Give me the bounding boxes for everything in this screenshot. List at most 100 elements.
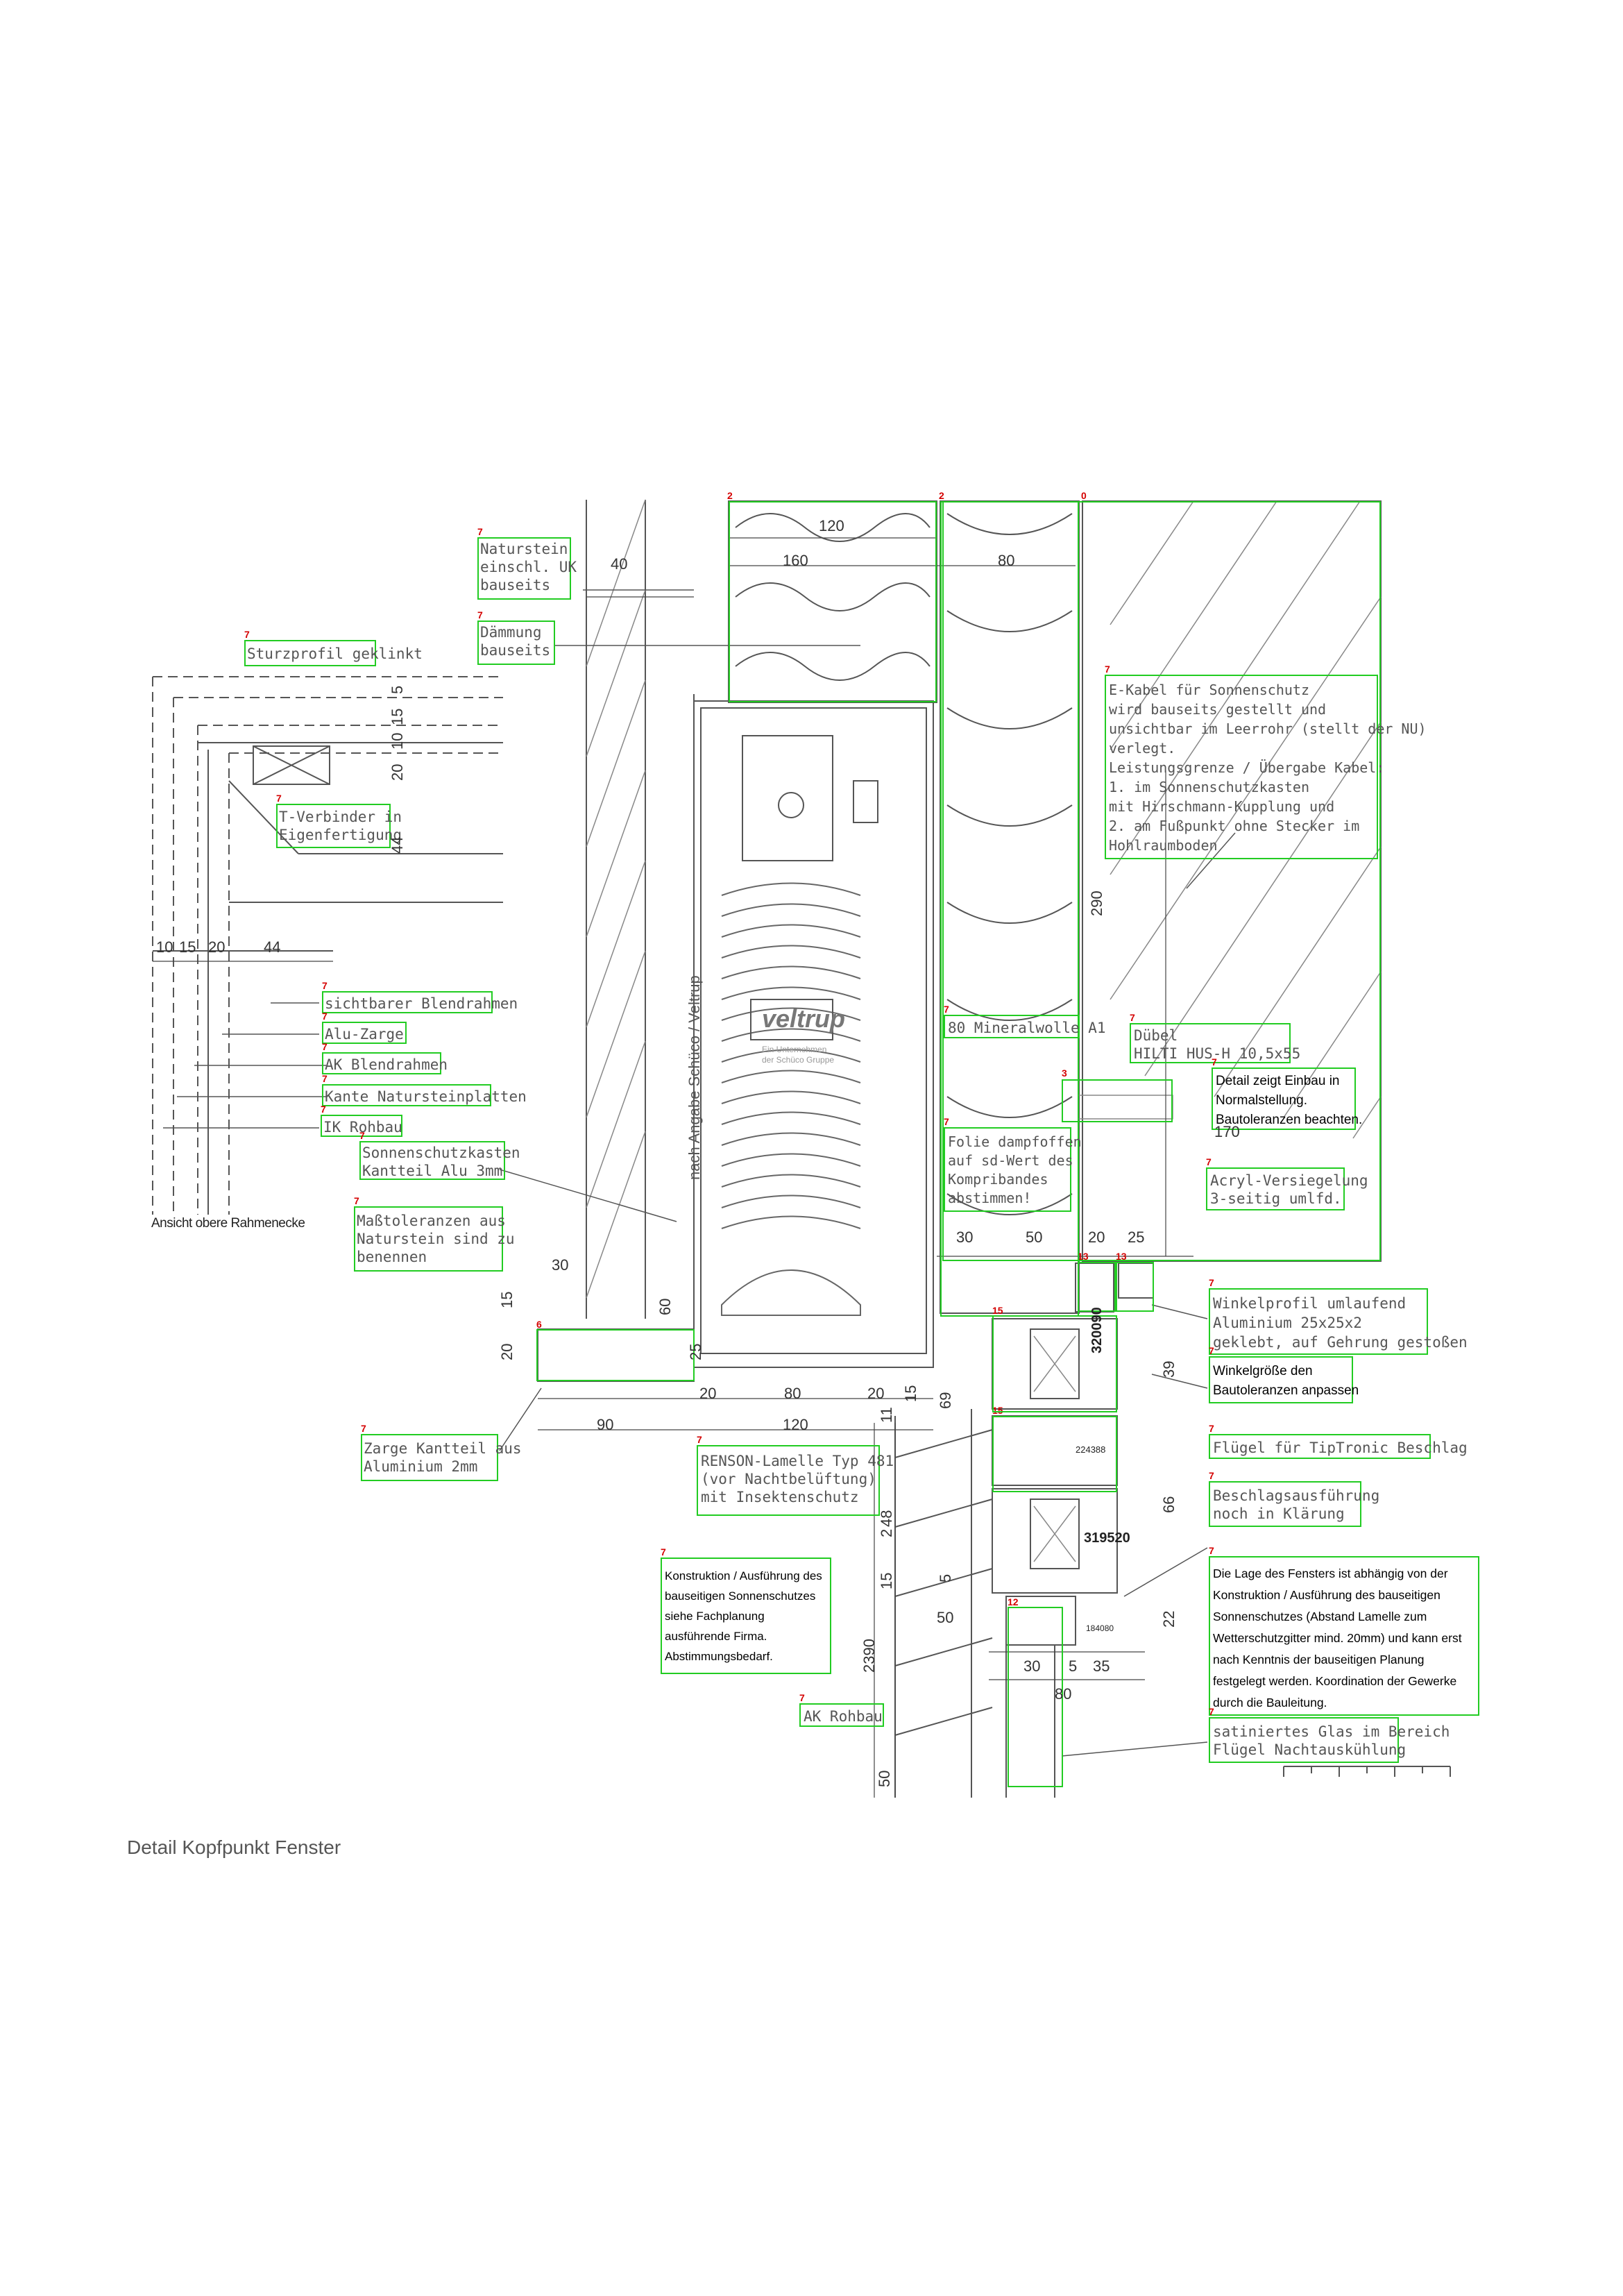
profile-number: 320090 [1089, 1307, 1105, 1353]
element-box-insulation [729, 501, 937, 702]
dimension: 25 [687, 1343, 704, 1360]
dimension: 69 [937, 1392, 954, 1409]
dimension: 20 [498, 1343, 516, 1360]
dimension: 15 [389, 708, 406, 725]
dimension: 11 [878, 1407, 895, 1423]
dimension: 20 [867, 1385, 885, 1402]
annotation-daemmung: Dämmung bauseits [477, 621, 555, 665]
annotation-duebel: Dübel HILTI HUS-H 10,5x55 [1130, 1023, 1300, 1063]
annotation-tag: 7 [276, 793, 282, 804]
annotation-winkelprofil: Winkelprofil umlaufend Aluminium 25x25x2… [1209, 1288, 1468, 1355]
annotation-tag: 7 [1209, 1277, 1214, 1288]
annotation-tag: 7 [322, 1073, 328, 1084]
annotation-beschlag: Beschlagsausführung noch in Klärung [1209, 1481, 1379, 1527]
annotation-sonnenschutzkasten: Sonnenschutzkasten Kantteil Alu 3mm [359, 1141, 520, 1180]
dimension: 15 [179, 938, 196, 956]
annotation-zarge-kantteil: Zarge Kantteil aus Aluminium 2mm [361, 1434, 522, 1481]
dimension: 10 [389, 732, 406, 750]
element-tag: 6 [536, 1319, 542, 1330]
dimension: 80 [1055, 1685, 1072, 1703]
brand-label: veltrup [762, 1004, 846, 1033]
annotation-tag: 7 [661, 1546, 666, 1558]
element-box-seal [1078, 1262, 1116, 1312]
dimension: 80 [784, 1385, 801, 1402]
annotation-masstoleranzen: Maßtoleranzen aus Naturstein sind zu ben… [354, 1206, 515, 1272]
annotation-detail-einbau: Detail zeigt Einbau in Normalstellung. B… [1212, 1067, 1362, 1130]
view-label: Ansicht obere Rahmenecke [151, 1216, 305, 1231]
dimension: 2390 [860, 1639, 878, 1673]
annotation-tag: 7 [477, 526, 483, 537]
annotation-tag: 7 [944, 1004, 949, 1015]
dimension: 120 [783, 1416, 808, 1433]
annotation-tag: 7 [1209, 1423, 1214, 1434]
annotation-kante: Kante Natursteinplatten [322, 1084, 527, 1106]
element-box-wall [942, 501, 1381, 1261]
dimension: 160 [783, 552, 808, 569]
dimension: 44 [264, 938, 281, 956]
annotation-tag: 7 [322, 1041, 328, 1052]
element-box-zarge [536, 1329, 695, 1381]
glass-hatching [1033, 1095, 1173, 1562]
annotation-tag: 7 [1105, 664, 1110, 675]
dimension: 10 [156, 938, 173, 956]
element-box-seal [1116, 1262, 1154, 1312]
profile-number: 224388 [1076, 1444, 1106, 1455]
dimension: 15 [498, 1291, 516, 1308]
dimension: 50 [876, 1770, 893, 1787]
annotation-tag: 7 [322, 1011, 328, 1022]
elevation-view [152, 676, 503, 1215]
annotation-tag: 7 [1206, 1156, 1212, 1167]
annotation-tag: 7 [322, 980, 328, 991]
dimension: 66 [1160, 1496, 1178, 1513]
dimension: 120 [819, 517, 844, 534]
dimension: 25 [1128, 1229, 1145, 1246]
dimension: 2 [878, 1528, 895, 1537]
brand-sub: Ein Unternehmen der Schüco Gruppe [762, 1045, 835, 1065]
profile-number: 319520 [1084, 1530, 1130, 1546]
scale-bar [1283, 1766, 1451, 1777]
element-tag: 15 [992, 1305, 1003, 1316]
annotation-ak-rohbau: AK Rohbau [799, 1703, 884, 1727]
dimension: 44 [389, 836, 406, 854]
element-box-sash [1008, 1607, 1063, 1787]
annotation-tag: 7 [799, 1692, 805, 1703]
annotation-blendrahmen: sichtbarer Blendrahmen [322, 991, 518, 1013]
annotation-tag: 7 [477, 609, 483, 621]
dimension: 5 [389, 685, 406, 694]
dimension: 30 [956, 1229, 974, 1246]
dimension: 15 [902, 1385, 919, 1402]
lamella-stack [721, 882, 861, 1316]
element-tag: 15 [992, 1405, 1003, 1416]
dimension: 48 [878, 1510, 895, 1527]
dimension: 30 [552, 1256, 569, 1274]
brand-plate [750, 999, 833, 1040]
element-tag: 2 [939, 490, 944, 501]
dimension: 50 [1026, 1229, 1043, 1246]
annotation-renson: RENSON-Lamelle Typ 481 (vor Nachtbelüftu… [697, 1445, 894, 1516]
element-tag: 12 [1008, 1596, 1019, 1607]
sun-protection-box [693, 700, 934, 1368]
dimension: 80 [998, 552, 1015, 569]
annotation-tag: 7 [321, 1104, 326, 1115]
annotation-lage-fenster: Die Lage des Fensters ist abhängig von d… [1209, 1556, 1479, 1716]
annotation-folie: Folie dampfoffen auf sd-Wert des Komprib… [944, 1127, 1082, 1212]
dimension: 15 [878, 1572, 895, 1589]
vertical-label: nach Angabe Schüco / Veltrup [686, 975, 703, 1180]
dimension: 20 [389, 763, 406, 781]
element-box-frame [992, 1315, 1117, 1412]
element-tag: 0 [1081, 490, 1087, 501]
annotation-winkelgroesse: Winkelgröße den Bautoleranzen anpassen [1209, 1356, 1359, 1403]
annotation-ik-rohbau: IK Rohbau [321, 1115, 402, 1137]
annotation-acryl: Acryl-Versiegelung 3-seitig umlfd. [1206, 1167, 1368, 1210]
dimension: 22 [1160, 1610, 1178, 1628]
element-tag: 2 [727, 490, 733, 501]
stone-hatching [586, 499, 646, 1299]
dimension: 39 [1160, 1360, 1178, 1378]
dimension: 50 [937, 1609, 954, 1626]
elevation-inner [153, 742, 503, 1215]
caption: Detail Kopfpunkt Fenster [127, 1837, 341, 1858]
dimension: 20 [208, 938, 226, 956]
annotation-konstruktion: Konstruktion / Ausführung des bauseitige… [661, 1558, 831, 1674]
dimension: 20 [699, 1385, 717, 1402]
